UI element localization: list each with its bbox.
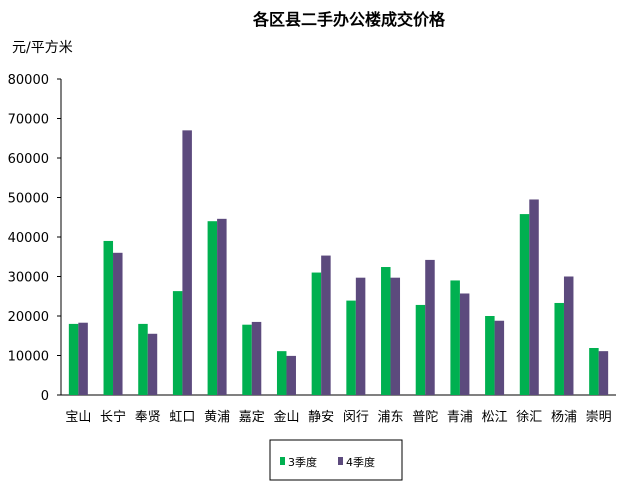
bar-q3 [381, 267, 391, 395]
x-tick-label: 青浦 [447, 410, 473, 425]
bar-q4 [78, 322, 88, 395]
bar-q4 [529, 199, 539, 395]
bar-q3 [138, 323, 148, 395]
bar-q4 [355, 277, 366, 395]
bar-q4 [425, 259, 435, 395]
bar-q3 [311, 272, 322, 395]
bar-q3 [172, 291, 183, 395]
chart-title: 各区县二手办公楼成交价格 [252, 10, 446, 29]
x-tick-label: 长宁 [100, 409, 126, 425]
bar-q4 [390, 277, 401, 395]
x-tick-label: 徐汇 [516, 410, 542, 425]
x-tick-label: 宝山 [65, 410, 91, 425]
legend-label: 4季度 [346, 455, 375, 469]
bar-q4 [217, 218, 227, 395]
x-tick-label: 浦东 [378, 410, 404, 425]
bar-q3 [276, 351, 287, 395]
y-tick-label: 10000 [8, 350, 49, 365]
bar-q4 [598, 351, 609, 395]
y-tick-label: 20000 [8, 310, 49, 325]
x-tick-label: 松江 [482, 410, 508, 425]
x-tick-label: 闵行 [343, 410, 369, 425]
bar-q3 [589, 347, 599, 395]
bar-q3 [415, 304, 426, 395]
x-tick-label: 杨浦 [551, 410, 577, 425]
bar-q3 [207, 221, 218, 395]
bar-q4 [286, 355, 296, 395]
bar-q4 [321, 255, 331, 395]
y-tick-label: 70000 [8, 113, 49, 128]
bar-q3 [68, 323, 79, 395]
y-tick-label: 50000 [8, 192, 49, 207]
x-tick-label: 金山 [273, 409, 299, 425]
x-tick-label: 奉贤 [135, 410, 161, 425]
bar-q4 [251, 321, 262, 395]
bar-q4 [113, 252, 123, 395]
bar-q3 [485, 316, 495, 395]
x-tick-label: 嘉定 [239, 410, 265, 425]
legend-label: 3季度 [288, 455, 317, 469]
bar-q3 [242, 324, 252, 395]
bar-q4 [563, 276, 574, 395]
legend-swatch [338, 457, 343, 465]
y-tick-label: 60000 [8, 152, 49, 167]
bar-q4 [494, 320, 505, 395]
bar-q3 [450, 280, 460, 395]
bar-q3 [103, 240, 114, 395]
x-tick-label: 黄浦 [204, 410, 230, 425]
y-tick-label: 0 [41, 389, 49, 404]
bar-q3 [519, 214, 530, 395]
y-axis-unit-label: 元/平方米 [12, 40, 73, 56]
y-tick-label: 30000 [8, 271, 49, 286]
x-tick-label: 虹口 [169, 410, 195, 425]
legend: 3季度 4季度 [269, 439, 403, 481]
bar-q3 [346, 300, 356, 395]
bar-q4 [182, 130, 192, 395]
legend-swatch [280, 457, 285, 465]
bar-q3 [554, 302, 564, 395]
x-tick-label: 静安 [308, 410, 334, 425]
y-tick-label: 80000 [8, 73, 49, 88]
bar-q4 [459, 293, 470, 395]
legend-box [269, 439, 403, 481]
plot-area: 0 10000 20000 30000 40000 50000 60000 70000 8000… [8, 73, 616, 425]
x-tick-label: 崇明 [586, 410, 612, 425]
y-tick-label: 40000 [8, 231, 49, 246]
x-tick-label: 普陀 [412, 409, 438, 425]
bar-q4 [147, 333, 158, 395]
